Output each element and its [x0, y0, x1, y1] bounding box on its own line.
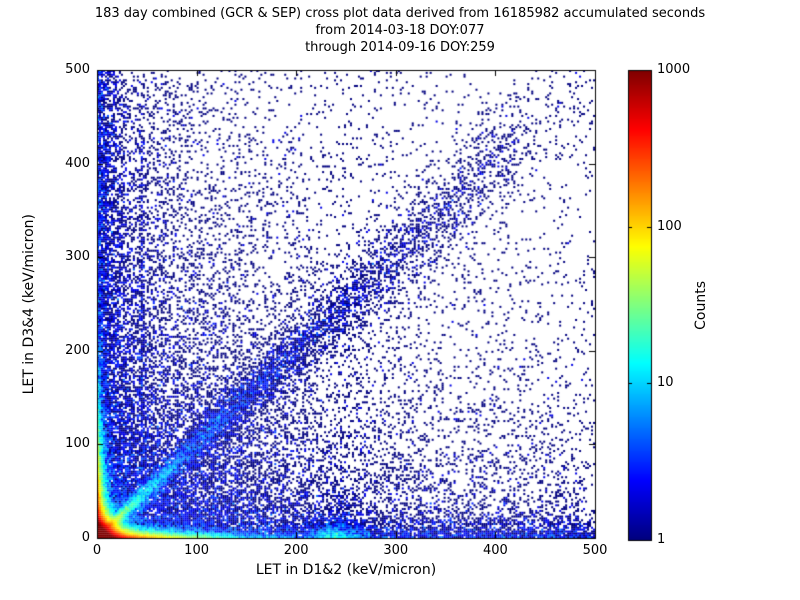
y-tick-label: 400 — [65, 155, 90, 171]
colorbar-tick-label: 100 — [657, 218, 682, 234]
y-tick-label: 0 — [81, 530, 90, 545]
y-axis-label-wrap: LET in D3&4 (keV/micron) — [16, 70, 42, 538]
x-tick-label: 0 — [92, 543, 102, 558]
y-tick-label: 200 — [65, 342, 90, 358]
y-tick-label: 100 — [65, 436, 90, 452]
x-tick-label: 300 — [383, 543, 409, 558]
colorbar-label: Counts — [693, 280, 709, 330]
colorbar-tick-label: 1000 — [657, 62, 691, 77]
x-tick-label: 500 — [582, 543, 608, 558]
x-axis-label: LET in D1&2 (keV/micron) — [255, 562, 437, 578]
x-tick-label: 400 — [482, 543, 508, 558]
x-tick-label: 100 — [184, 543, 209, 558]
x-tick-label: 200 — [283, 543, 309, 558]
colorbar-label-wrap: Counts — [688, 70, 714, 540]
colorbar-tick-label: 1 — [657, 532, 666, 547]
title-line-1: 183 day combined (GCR & SEP) cross plot … — [94, 6, 706, 21]
y-tick-label: 300 — [65, 249, 90, 265]
y-tick-label: 500 — [65, 62, 90, 77]
title-line-3: through 2014-09-16 DOY:259 — [305, 40, 495, 55]
colorbar-tick-label: 10 — [657, 375, 674, 391]
title-line-2: from 2014-03-18 DOY:077 — [315, 23, 485, 38]
y-axis-label: LET in D3&4 (keV/micron) — [21, 213, 37, 395]
